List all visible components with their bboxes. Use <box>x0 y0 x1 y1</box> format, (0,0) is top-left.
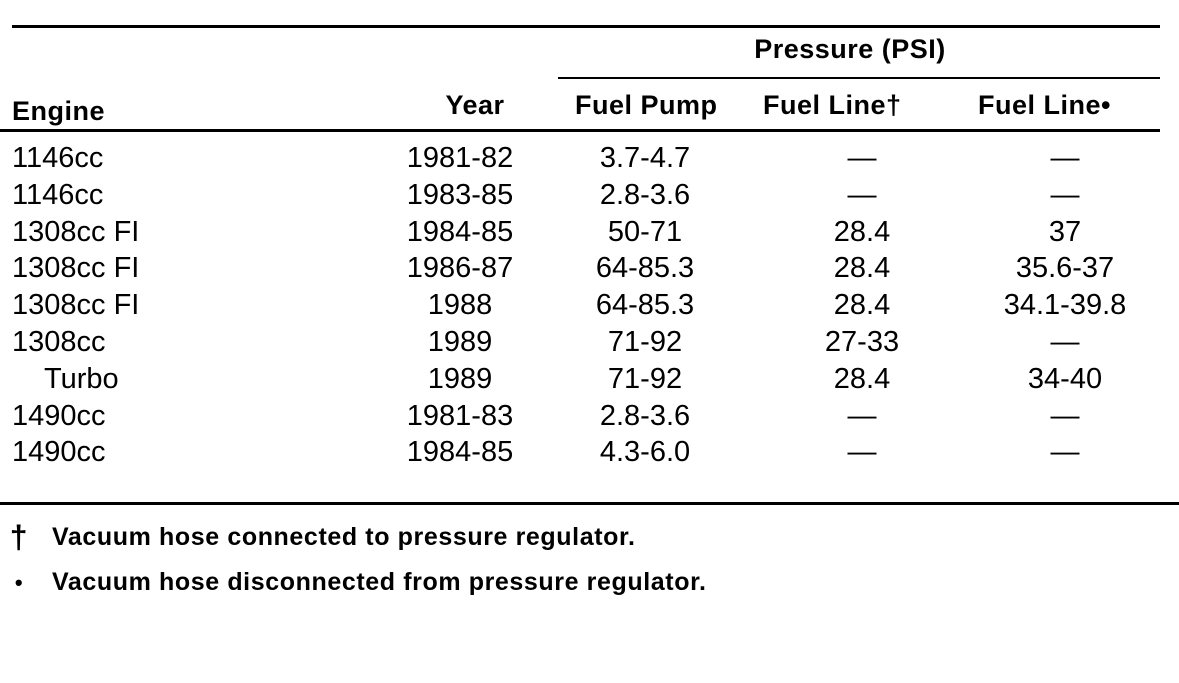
cell-year: 1983-85 <box>406 178 514 211</box>
cell-fuel-line-disconnected: 34.1-39.8 <box>1003 289 1127 322</box>
cell-fuel-line-connected: 28.4 <box>833 252 891 285</box>
table-row: 1308cc FI 1984-85 50-71 28.4 37 <box>0 214 1179 251</box>
table-row: 1490cc 1981-83 2.8-3.6 — — <box>0 398 1179 435</box>
footnote-text: Vacuum hose disconnected from pressure r… <box>52 568 707 596</box>
cell-fuel-line-disconnected: — <box>1050 142 1080 174</box>
table-row: 1146cc 1983-85 2.8-3.6 — — <box>0 177 1179 214</box>
cell-fuel-pump: 2.8-3.6 <box>599 399 691 432</box>
cell-engine: 1308cc FI <box>12 252 140 285</box>
footnote: † Vacuum hose connected to pressure regu… <box>0 515 1179 560</box>
footnote-text: Vacuum hose connected to pressure regula… <box>52 523 636 551</box>
cell-year: 1981-82 <box>406 142 514 174</box>
cell-fuel-line-connected: — <box>847 436 877 469</box>
cell-year: 1988 <box>427 289 493 322</box>
footnotes: † Vacuum hose connected to pressure regu… <box>0 515 1179 605</box>
dagger-icon: † <box>9 519 29 555</box>
cell-year: 1989 <box>427 362 493 395</box>
cell-year: 1981-83 <box>406 399 514 432</box>
bullet-icon: • <box>14 570 24 595</box>
column-header-fuel-line-connected: Fuel Line† <box>763 90 902 120</box>
cell-year: 1986-87 <box>406 252 514 285</box>
cell-fuel-pump: 71-92 <box>607 362 683 395</box>
cell-fuel-line-disconnected: 34-40 <box>1027 362 1103 395</box>
cell-engine: 1146cc <box>12 178 104 211</box>
cell-year: 1984-85 <box>406 436 514 469</box>
cell-fuel-pump: 64-85.3 <box>595 289 695 322</box>
cell-fuel-pump: 4.3-6.0 <box>599 436 691 469</box>
cell-fuel-line-connected: — <box>847 142 877 174</box>
cell-year: 1989 <box>427 325 493 358</box>
table-header-rule <box>0 129 1160 132</box>
table-row: 1490cc 1984-85 4.3-6.0 — — <box>0 434 1179 471</box>
cell-engine: 1490cc <box>12 399 106 432</box>
cell-fuel-line-connected: 28.4 <box>833 362 891 395</box>
pressure-group-header: Pressure (PSI) <box>754 34 946 64</box>
table-row: 1308cc 1989 71-92 27-33 — <box>0 324 1179 361</box>
cell-engine: Turbo <box>44 362 119 395</box>
column-header-year: Year <box>445 90 505 120</box>
column-header-fuel-line-disconnected: Fuel Line• <box>978 90 1111 120</box>
table-body: 1146cc 1981-82 3.7-4.7 — — 1146cc 1983-8… <box>0 140 1179 471</box>
cell-fuel-line-disconnected: 37 <box>1048 215 1082 248</box>
cell-fuel-pump: 50-71 <box>607 215 683 248</box>
cell-fuel-line-disconnected: — <box>1050 178 1080 211</box>
table-top-rule <box>12 25 1160 28</box>
table-row: 1146cc 1981-82 3.7-4.7 — — <box>0 140 1179 177</box>
column-header-engine: Engine <box>12 96 106 126</box>
cell-engine: 1308cc FI <box>12 215 140 248</box>
cell-fuel-line-connected: 27-33 <box>824 325 900 358</box>
cell-fuel-pump: 64-85.3 <box>595 252 695 285</box>
cell-fuel-line-connected: — <box>847 178 877 211</box>
cell-engine: 1146cc <box>12 142 104 174</box>
cell-year: 1984-85 <box>406 215 514 248</box>
pressure-group-rule <box>558 77 1160 79</box>
cell-fuel-line-connected: 28.4 <box>833 289 891 322</box>
table-row: 1308cc FI 1988 64-85.3 28.4 34.1-39.8 <box>0 287 1179 324</box>
cell-fuel-line-disconnected: — <box>1050 399 1080 432</box>
cell-fuel-line-connected: 28.4 <box>833 215 891 248</box>
cell-fuel-line-disconnected: 35.6-37 <box>1015 252 1115 285</box>
cell-engine: 1308cc FI <box>12 289 140 322</box>
cell-fuel-pump: 71-92 <box>607 325 683 358</box>
cell-fuel-line-disconnected: — <box>1050 436 1080 469</box>
column-header-fuel-pump: Fuel Pump <box>575 90 718 120</box>
table-row: 1308cc FI 1986-87 64-85.3 28.4 35.6-37 <box>0 250 1179 287</box>
cell-engine: 1490cc <box>12 436 106 469</box>
cell-fuel-pump: 2.8-3.6 <box>599 178 691 211</box>
cell-fuel-line-disconnected: — <box>1050 325 1080 358</box>
table-bottom-rule <box>0 502 1179 505</box>
table-row: Turbo 1989 71-92 28.4 34-40 <box>0 361 1179 398</box>
footnote: • Vacuum hose disconnected from pressure… <box>0 560 1179 605</box>
cell-fuel-pump: 3.7-4.7 <box>599 142 691 174</box>
cell-engine: 1308cc <box>12 325 106 358</box>
cell-fuel-line-connected: — <box>847 399 877 432</box>
